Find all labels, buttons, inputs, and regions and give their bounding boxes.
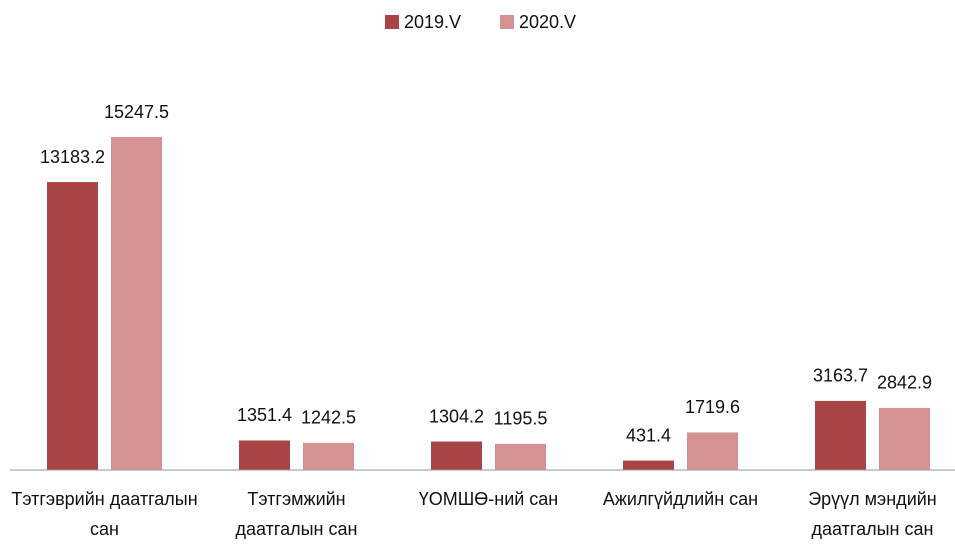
legend-label: 2020.V bbox=[519, 12, 576, 32]
x-tick-label: Тэтгэмжийн даатгалын сан bbox=[235, 489, 358, 539]
bar bbox=[47, 182, 98, 470]
bar bbox=[687, 432, 738, 470]
x-tick-label: Эрүүл мэндийн даатгалын сан bbox=[808, 489, 937, 539]
value-label: 1719.6 bbox=[685, 397, 740, 417]
x-tick-label: Ажилгүйдлийн сан bbox=[602, 489, 759, 509]
x-tick-label: Тэтгэврийн даатгалын сан bbox=[11, 489, 198, 539]
value-label: 1242.5 bbox=[301, 408, 356, 428]
bar bbox=[303, 442, 354, 470]
value-label: 3163.7 bbox=[813, 366, 868, 386]
bar bbox=[239, 440, 290, 470]
value-label: 15247.5 bbox=[104, 102, 169, 122]
value-label: 1195.5 bbox=[494, 409, 548, 429]
legend-label: 2019.V bbox=[404, 12, 461, 32]
bar bbox=[623, 460, 674, 470]
bar bbox=[111, 137, 162, 470]
value-label: 1304.2 bbox=[429, 406, 484, 426]
legend-swatch bbox=[500, 15, 514, 29]
value-label: 13183.2 bbox=[40, 147, 105, 167]
bar bbox=[431, 441, 482, 470]
legend-swatch bbox=[385, 15, 399, 29]
value-label: 431.4 bbox=[626, 425, 671, 445]
bar bbox=[815, 400, 866, 470]
bar bbox=[495, 443, 546, 470]
value-label: 1351.4 bbox=[237, 405, 292, 425]
value-label: 2842.9 bbox=[877, 373, 932, 393]
x-tick-label: ҮОМШӨ-ний сан bbox=[418, 489, 559, 509]
bar bbox=[879, 407, 930, 470]
